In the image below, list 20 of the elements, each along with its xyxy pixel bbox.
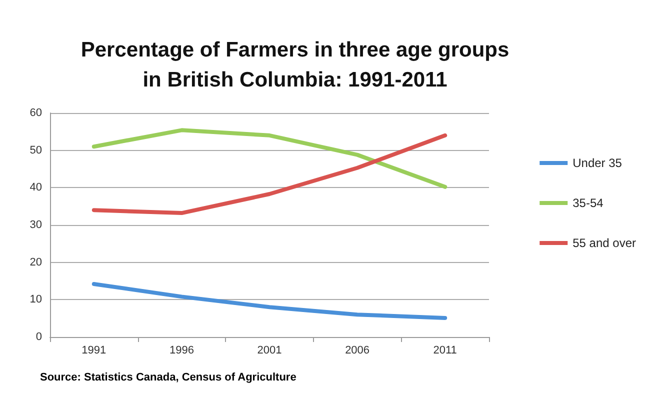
x-tick-label: 2001 — [257, 344, 282, 356]
line-series — [92, 133, 448, 216]
y-tick-label: 0 — [36, 331, 42, 343]
line-series — [92, 282, 448, 320]
legend-label: 35-54 — [572, 196, 604, 210]
chart-title: Percentage of Farmers in three age groups in British Columbia: 1991-2011 — [80, 38, 510, 92]
y-tick-label: 10 — [30, 294, 42, 306]
line-series — [92, 128, 448, 189]
source-note: Source: Statistics Canada, Census of Agriculture — [40, 372, 296, 384]
legend-label: Under 35 — [572, 156, 622, 170]
y-tick-label: 40 — [30, 182, 42, 194]
x-tick-label: 1991 — [82, 344, 106, 356]
x-tick-label: 2011 — [433, 344, 457, 356]
y-tick-label: 30 — [30, 219, 42, 231]
y-tick-label: 20 — [30, 256, 42, 268]
x-tick-label: 2006 — [345, 344, 370, 356]
y-tick-label: 50 — [30, 144, 42, 156]
legend-label: 55 and over — [572, 236, 636, 250]
y-tick-label: 60 — [30, 107, 42, 119]
x-tick-label: 1996 — [169, 344, 194, 356]
